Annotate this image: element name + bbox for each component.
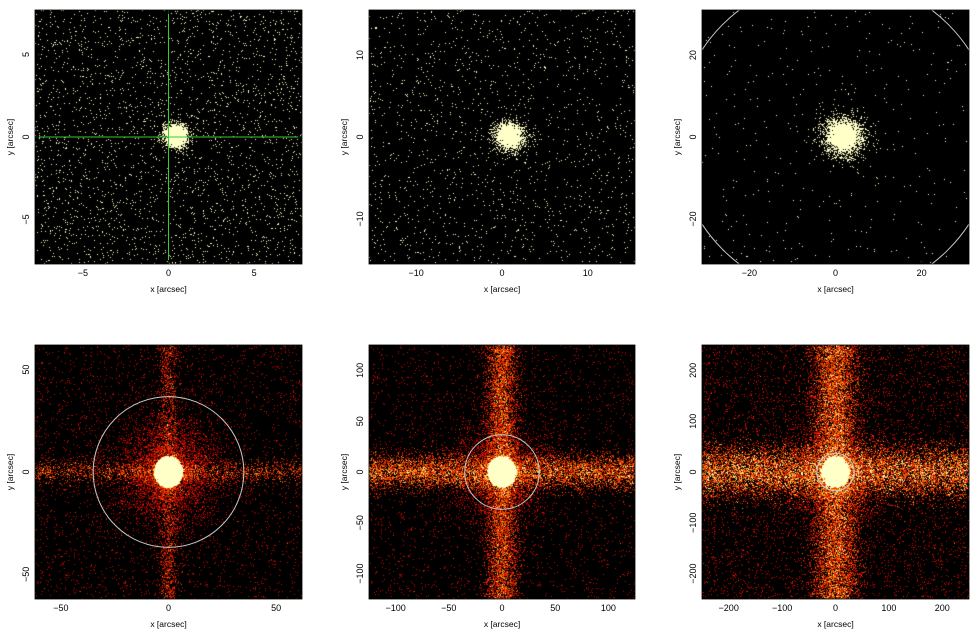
- y-tick-label: −50: [355, 515, 365, 530]
- panel-bottom-left: −50 0 50 −50 0 50 x [arcsec] y [arcsec]: [5, 344, 303, 629]
- y-tick-label: 0: [355, 469, 365, 474]
- x-tick-label: −20: [742, 268, 757, 278]
- y-axis-label: y [arcsec]: [5, 454, 15, 490]
- counts-image: [702, 345, 969, 599]
- x-tick-label: 0: [166, 268, 171, 278]
- y-tick-label: 5: [21, 52, 31, 57]
- extraction-circle: [816, 452, 855, 492]
- x-tick-label: 10: [583, 268, 593, 278]
- x-tick-label: −50: [53, 603, 68, 613]
- x-tick-label: −50: [441, 603, 456, 613]
- y-tick-label: 100: [355, 363, 365, 378]
- x-tick-label: 0: [499, 603, 504, 613]
- y-tick-label: 50: [355, 416, 365, 426]
- x-tick-label: 0: [833, 603, 838, 613]
- x-tick-label: 100: [881, 603, 896, 613]
- y-tick-label: −10: [355, 211, 365, 226]
- x-axis-label: x [arcsec]: [484, 619, 520, 629]
- y-tick-label: −100: [355, 563, 365, 583]
- y-tick-label: 200: [688, 363, 698, 378]
- x-tick-label: 0: [833, 268, 838, 278]
- y-axis-label: y [arcsec]: [672, 119, 682, 155]
- x-tick-label: 50: [271, 603, 281, 613]
- y-tick-label: −200: [688, 563, 698, 583]
- panel-bottom-middle: −100 −50 0 50 100 −100 −50 0 50 100 x [arcsec] y [a…: [339, 344, 636, 629]
- y-axis-label: y [arcsec]: [339, 454, 349, 490]
- x-tick-label: 0: [166, 603, 171, 613]
- x-axis-label: x [arcsec]: [150, 284, 186, 294]
- y-axis-label: y [arcsec]: [672, 454, 682, 490]
- counts-image: [369, 10, 635, 264]
- y-tick-label: 0: [21, 134, 31, 139]
- x-axis-label: x [arcsec]: [817, 284, 853, 294]
- panel-top-right: −20 0 20 −20 0 20 x [arcsec] y [arcsec]: [672, 9, 970, 294]
- y-tick-label: 10: [355, 50, 365, 60]
- counts-image: [369, 345, 635, 599]
- panel-top-left: −5 0 5 −5 0 5 x [arcsec] y [arcsec]: [5, 9, 303, 294]
- x-tick-label: 5: [252, 268, 257, 278]
- y-tick-label: 100: [688, 414, 698, 429]
- x-axis-label: x [arcsec]: [484, 284, 520, 294]
- y-tick-label: 0: [21, 469, 31, 474]
- x-tick-label: 50: [550, 603, 560, 613]
- x-axis-label: x [arcsec]: [817, 619, 853, 629]
- x-tick-label: −100: [772, 603, 792, 613]
- panel-bottom-right: −200 −100 0 100 200 −200 −100 0 100 200 x [arcsec]…: [672, 344, 970, 629]
- y-tick-label: 0: [688, 469, 698, 474]
- y-axis-label: y [arcsec]: [339, 119, 349, 155]
- x-tick-label: −200: [719, 603, 739, 613]
- x-tick-label: 20: [917, 268, 927, 278]
- y-tick-label: 20: [688, 50, 698, 60]
- y-tick-label: −20: [688, 211, 698, 226]
- y-axis-label: y [arcsec]: [5, 119, 15, 155]
- y-tick-label: 0: [355, 134, 365, 139]
- x-axis-label: x [arcsec]: [150, 619, 186, 629]
- y-tick-label: −50: [21, 567, 31, 582]
- y-tick-label: 50: [21, 365, 31, 375]
- panel-top-middle: −10 0 10 −10 0 10 x [arcsec] y [arcsec]: [339, 9, 636, 294]
- extraction-circle: [92, 396, 245, 548]
- y-tick-label: −100: [688, 513, 698, 533]
- x-tick-label: −5: [78, 268, 88, 278]
- y-tick-label: 0: [688, 134, 698, 139]
- x-tick-label: 200: [935, 603, 950, 613]
- y-tick-label: −5: [21, 214, 31, 224]
- counts-image: [35, 345, 302, 599]
- x-tick-label: −100: [385, 603, 405, 613]
- x-tick-label: −10: [409, 268, 424, 278]
- x-tick-label: 0: [499, 268, 504, 278]
- counts-image: [702, 10, 969, 264]
- x-tick-label: 100: [601, 603, 616, 613]
- extraction-circle: [464, 434, 540, 510]
